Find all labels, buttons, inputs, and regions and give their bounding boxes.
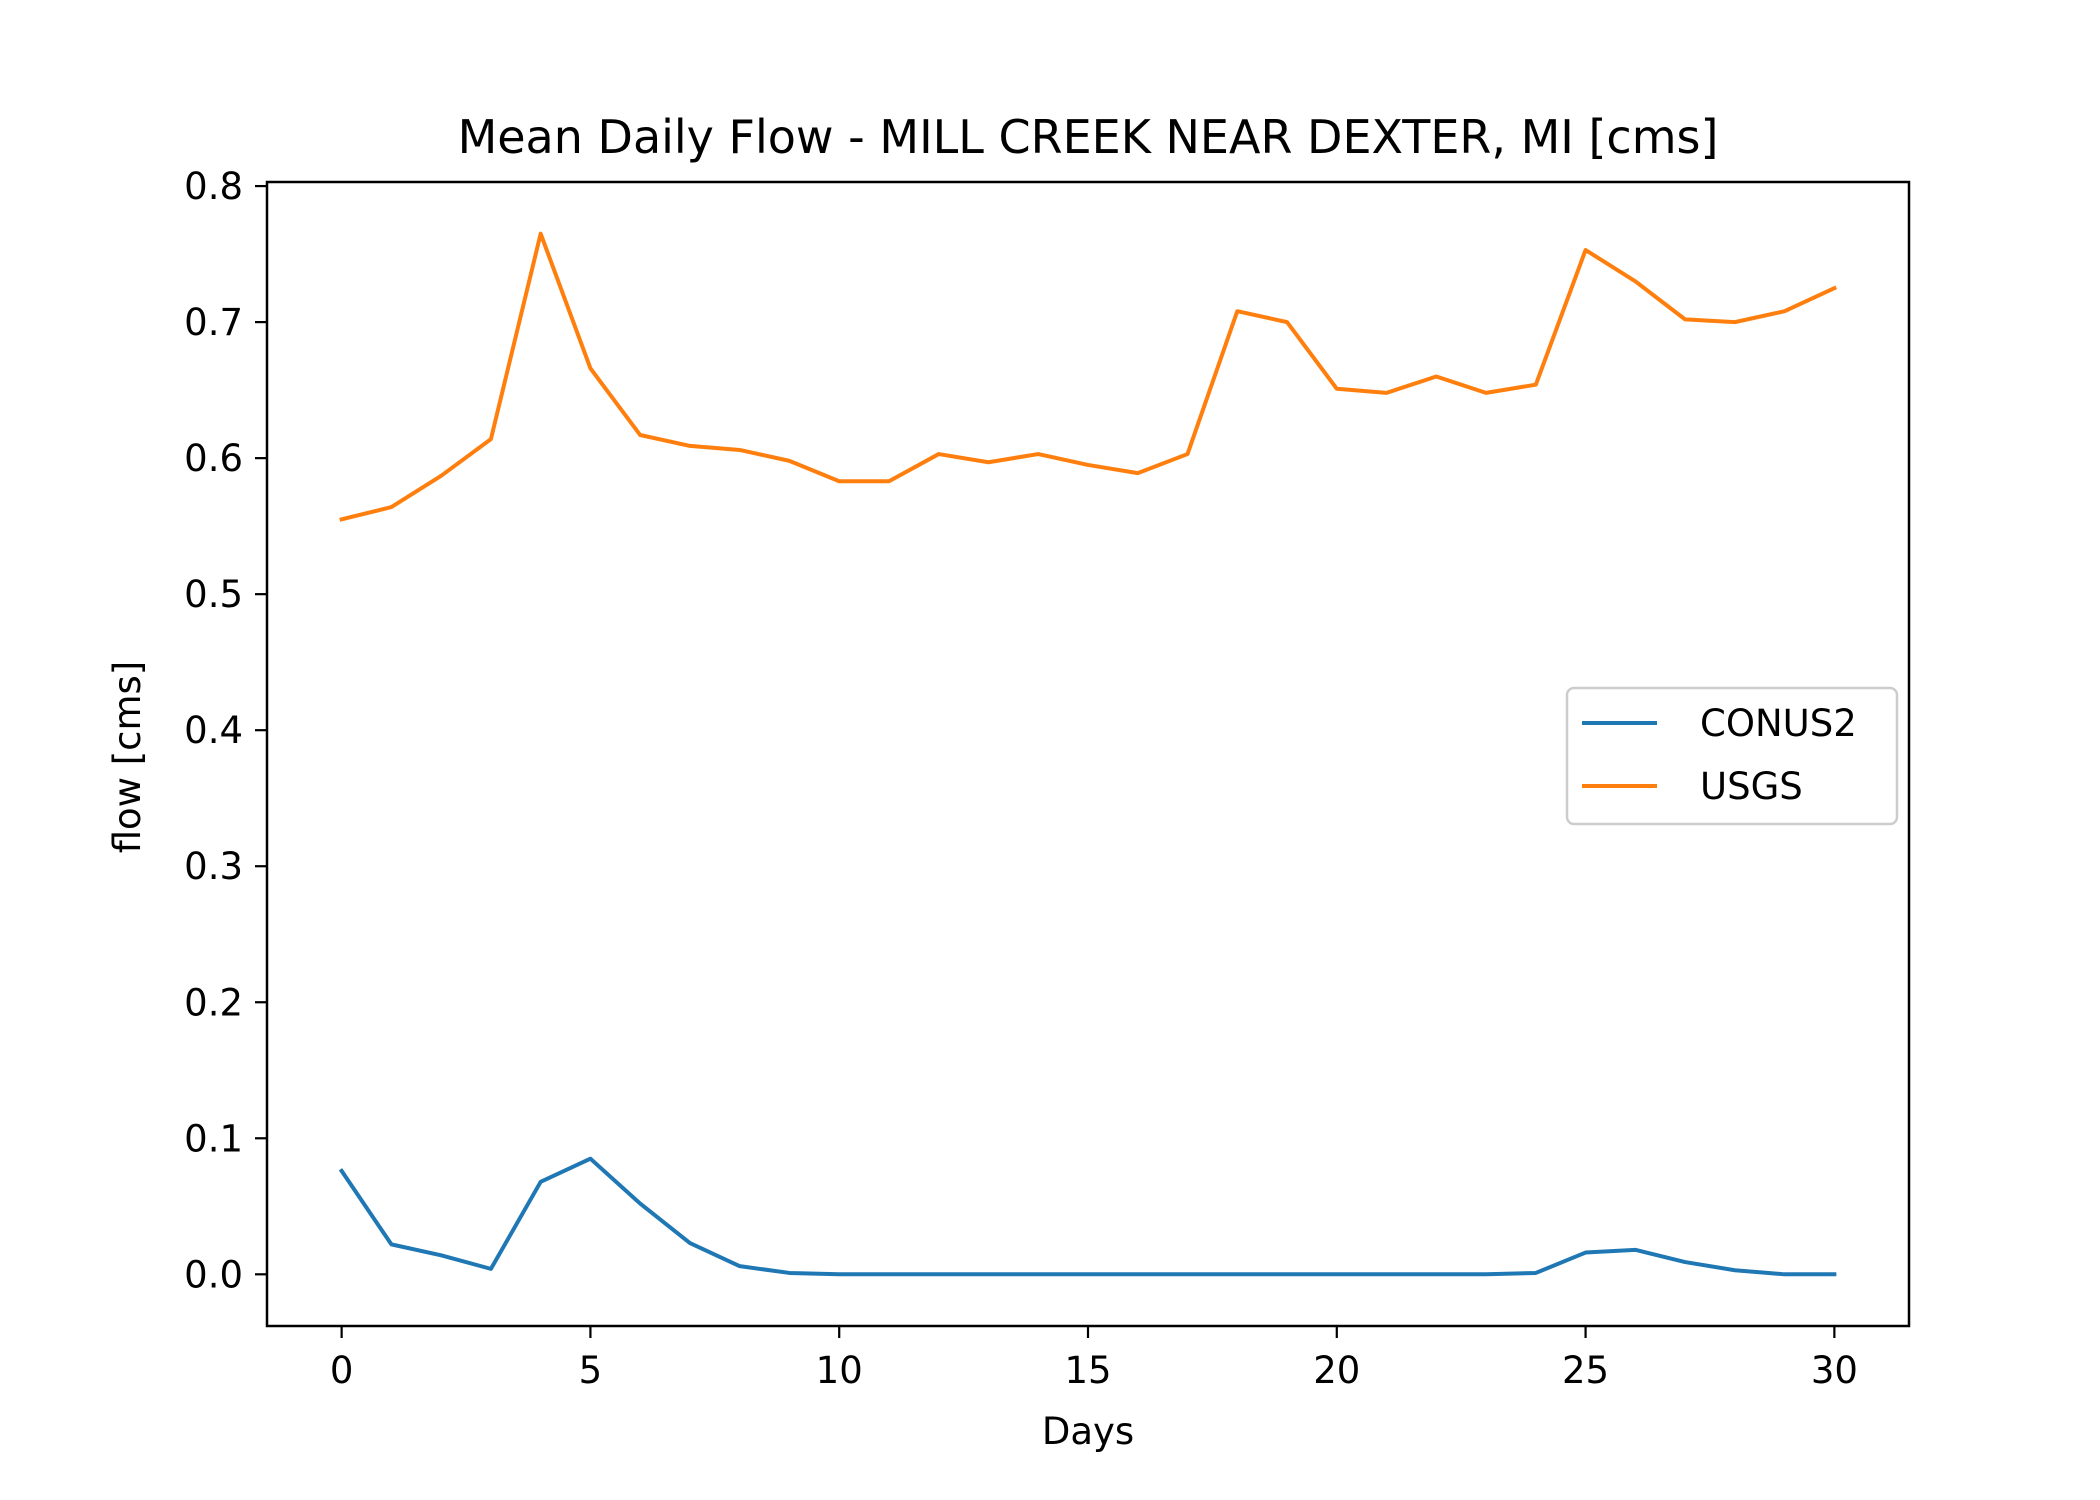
y-axis-label: flow [cms] xyxy=(106,661,149,854)
legend-label-usgs: USGS xyxy=(1700,765,1803,808)
y-tick-label: 0.3 xyxy=(184,845,243,888)
x-tick-label: 5 xyxy=(579,1349,603,1392)
y-tick-label: 0.5 xyxy=(184,573,243,616)
y-tick-label: 0.6 xyxy=(184,437,243,480)
legend: CONUS2 USGS xyxy=(1565,686,1899,826)
y-tick-label: 0.0 xyxy=(184,1253,243,1296)
series-line-usgs xyxy=(339,231,1838,522)
y-tick-label: 0.7 xyxy=(184,301,243,344)
series-lines xyxy=(338,231,1838,1277)
x-tick-label: 30 xyxy=(1811,1349,1858,1392)
y-tick-label: 0.4 xyxy=(184,709,243,752)
y-tick-label: 0.1 xyxy=(184,1117,243,1160)
x-axis-label: Days xyxy=(1042,1410,1134,1453)
y-axis: 0.0 0.1 0.2 0.3 0.4 0.5 0.6 0.7 0.8 xyxy=(184,165,267,1296)
y-tick-label: 0.2 xyxy=(184,981,243,1024)
x-axis: 0 5 10 15 20 25 30 xyxy=(330,1326,1858,1392)
x-tick-label: 20 xyxy=(1313,1349,1360,1392)
y-tick-label: 0.8 xyxy=(184,165,243,208)
x-tick-label: 15 xyxy=(1064,1349,1111,1392)
legend-label-conus2: CONUS2 xyxy=(1700,702,1857,745)
x-tick-label: 25 xyxy=(1562,1349,1609,1392)
x-tick-label: 10 xyxy=(816,1349,863,1392)
x-tick-label: 0 xyxy=(330,1349,354,1392)
chart-title: Mean Daily Flow - MILL CREEK NEAR DEXTER… xyxy=(458,110,1719,164)
series-line-conus2 xyxy=(338,1156,1837,1277)
